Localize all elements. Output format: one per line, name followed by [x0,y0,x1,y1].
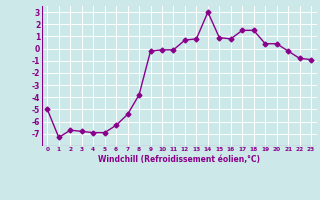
X-axis label: Windchill (Refroidissement éolien,°C): Windchill (Refroidissement éolien,°C) [98,155,260,164]
